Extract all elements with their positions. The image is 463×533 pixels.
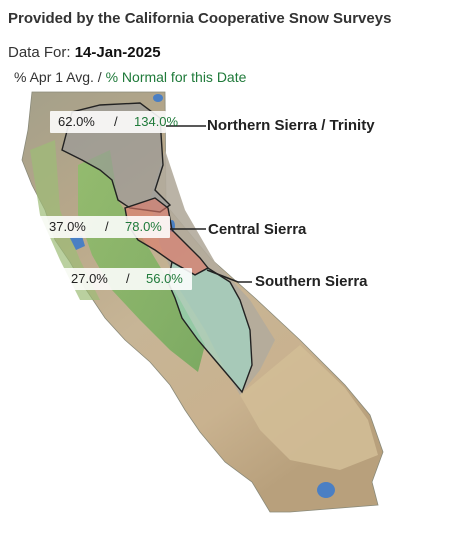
central-valley xyxy=(78,150,205,372)
label-central-sierra: Central Sierra xyxy=(208,221,307,238)
data-date-line: Data For: 14-Jan-2025 xyxy=(8,44,161,61)
pct-apr1-value: 27.0% xyxy=(71,271,108,286)
leader-southern xyxy=(206,269,239,283)
separator: / xyxy=(126,271,130,286)
desert-region xyxy=(240,345,378,470)
pct-normal-value: 56.0% xyxy=(146,271,183,286)
pct-normal-value: 78.0% xyxy=(125,219,162,234)
pct-apr1-value: 37.0% xyxy=(49,219,86,234)
stat-box-southern-sierra: 27.0% / 56.0% xyxy=(62,268,192,290)
separator: / xyxy=(114,114,118,129)
stat-box-central-sierra: 37.0% / 78.0% xyxy=(40,216,170,238)
legend-apr1-avg: % Apr 1 Avg. / xyxy=(14,69,102,85)
legend-pct-normal: % Normal for this Date xyxy=(105,69,247,85)
separator: / xyxy=(105,219,109,234)
northern-lake xyxy=(153,94,163,102)
label-northern-sierra-trinity: Northern Sierra / Trinity xyxy=(207,117,375,134)
bay-water xyxy=(70,236,85,250)
page-title: Provided by the California Cooperative S… xyxy=(8,10,392,27)
data-date: 14-Jan-2025 xyxy=(74,44,161,61)
stat-box-northern-sierra: 62.0% / 134.0% xyxy=(50,111,178,133)
salton-sea xyxy=(317,482,335,498)
pct-normal-value: 134.0% xyxy=(134,114,179,129)
label-southern-sierra: Southern Sierra xyxy=(255,273,368,290)
legend: % Apr 1 Avg. / % Normal for this Date xyxy=(14,69,246,85)
data-for-label: Data For: xyxy=(8,44,71,61)
coastal-range xyxy=(30,140,100,300)
pct-apr1-value: 62.0% xyxy=(58,114,95,129)
